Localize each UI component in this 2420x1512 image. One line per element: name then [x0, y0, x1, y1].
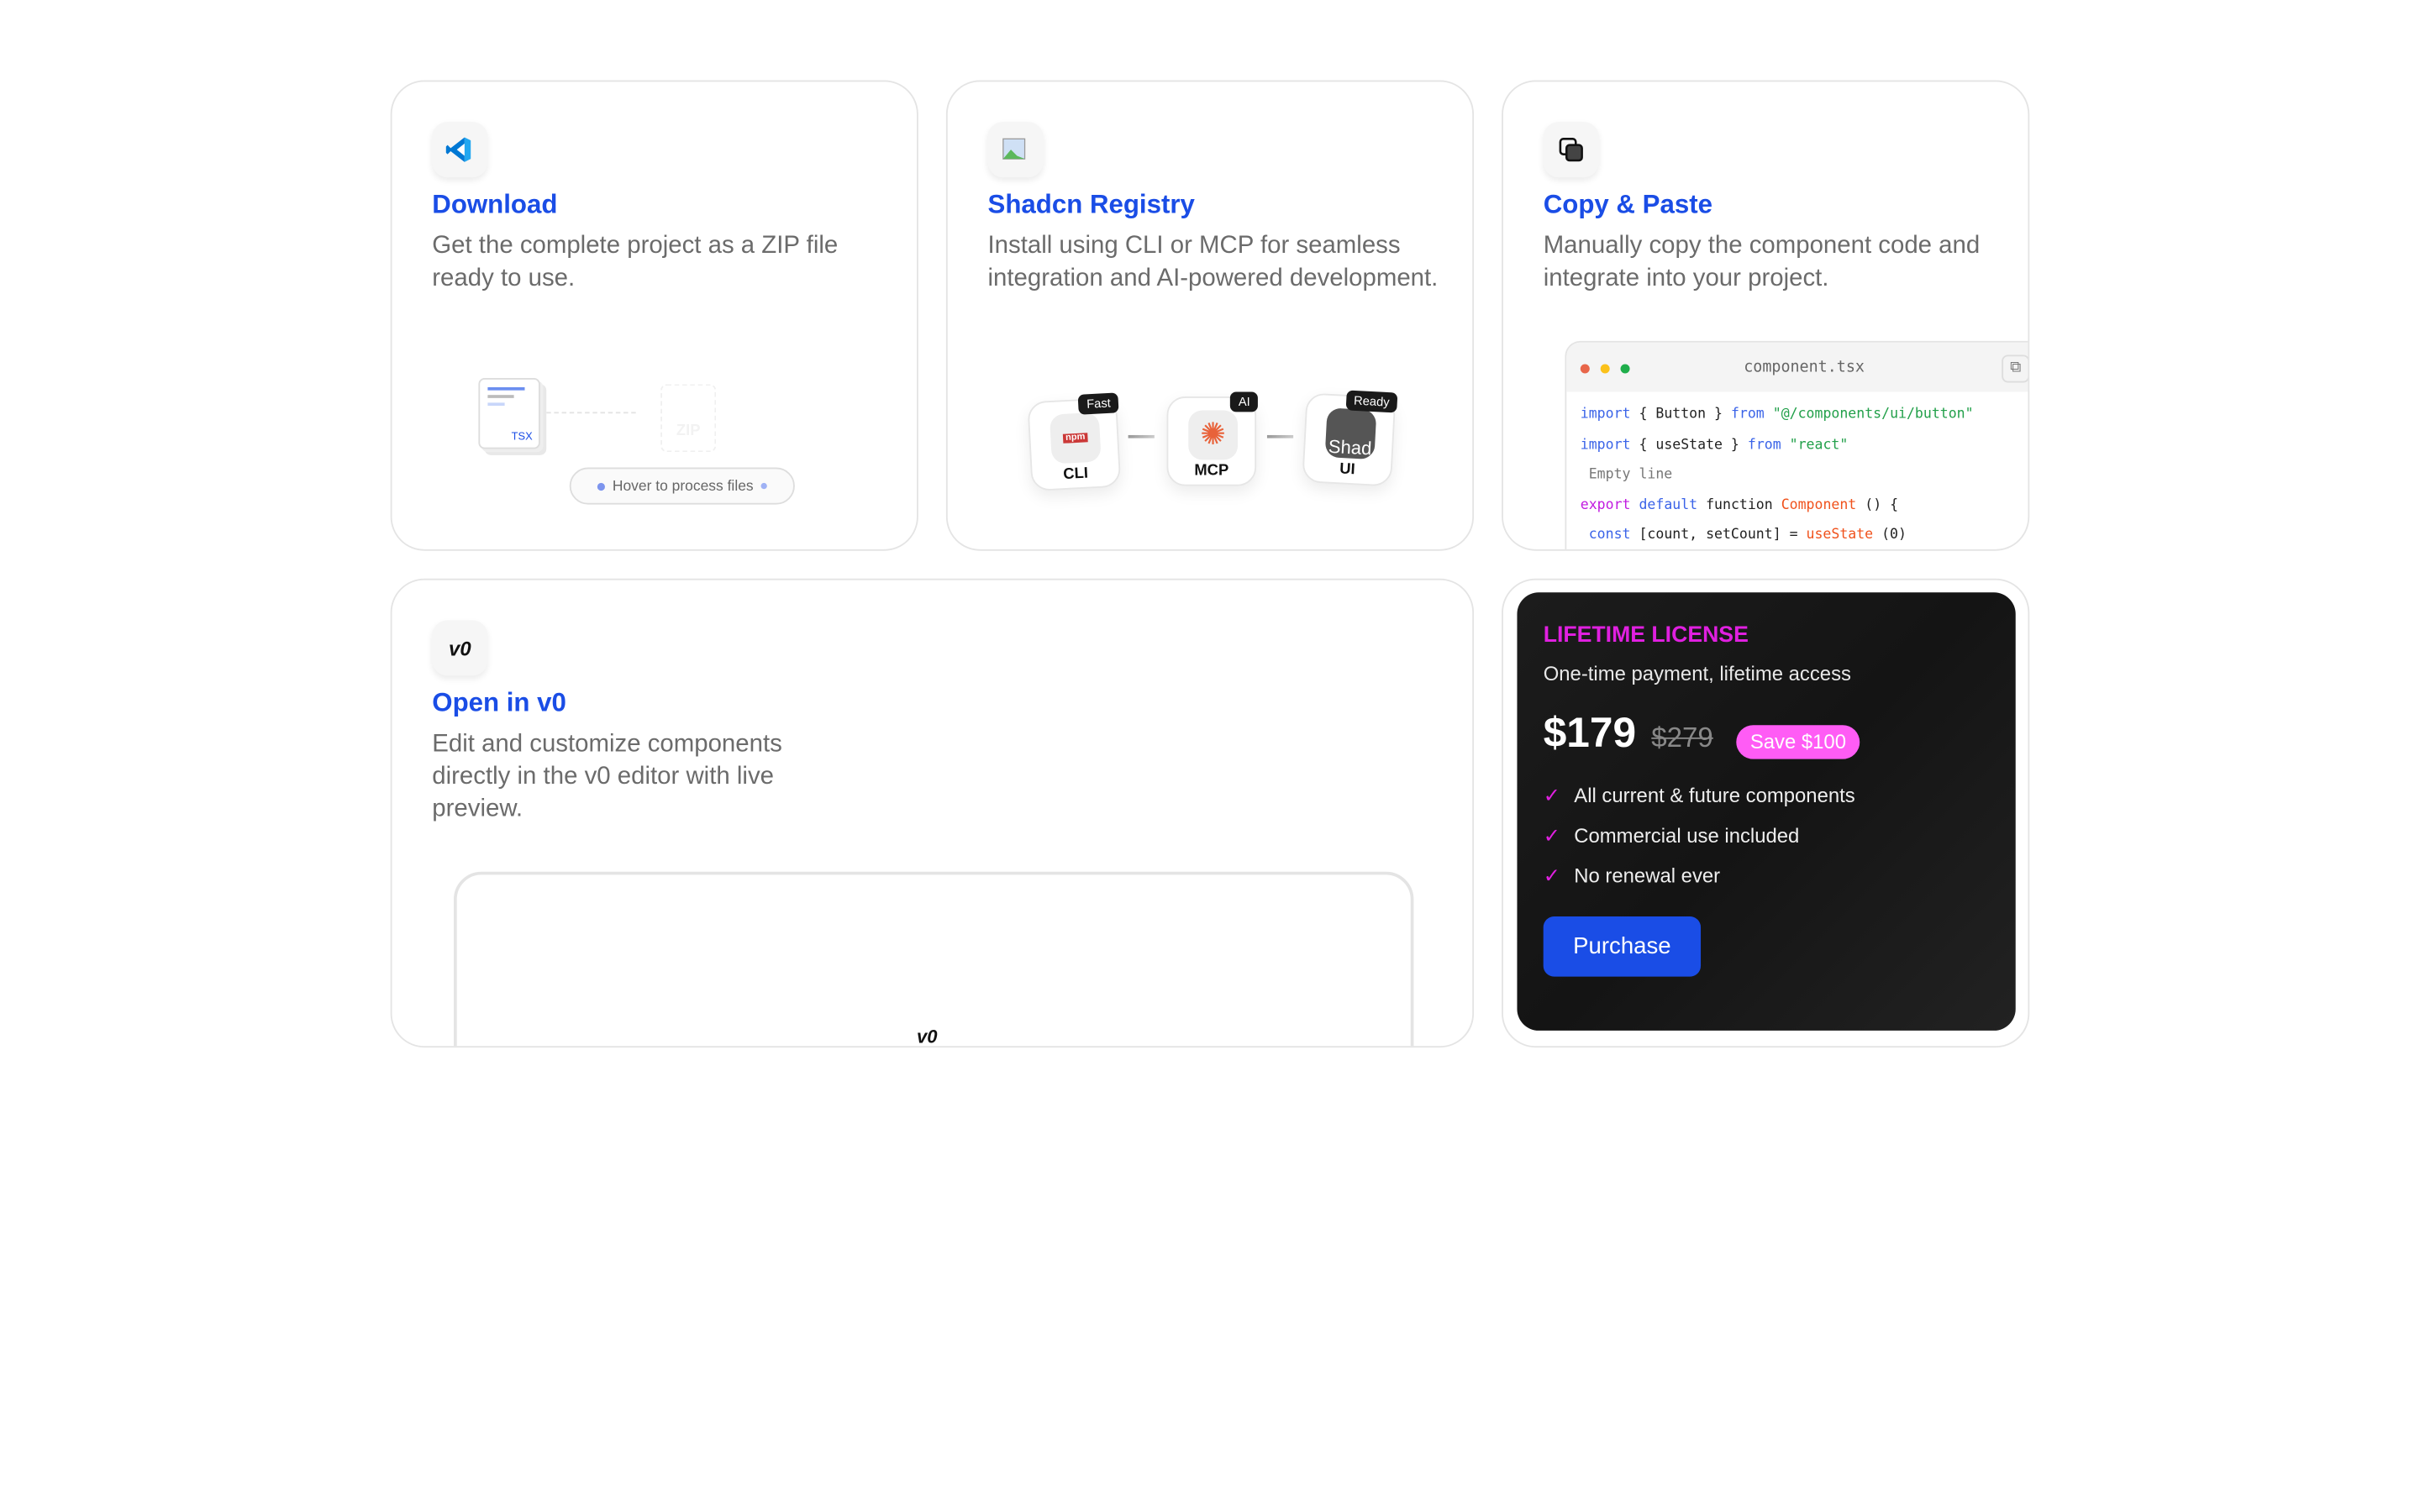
arrow-connector — [546, 412, 636, 414]
step-mcp[interactable]: ✺ MCP AI — [1166, 391, 1258, 486]
code-token: const — [1580, 528, 1631, 544]
shadcn-registry-card[interactable]: Shadcn Registry Install using CLI or MCP… — [945, 80, 1475, 551]
feature-item: ✓ No renewal ever — [1544, 864, 1720, 889]
code-token: import — [1580, 407, 1631, 423]
step-badge: Ready — [1345, 390, 1398, 413]
code-window: component.tsx ⧉ import { Button } from "… — [1565, 340, 2028, 549]
feature-item: ✓ Commercial use included — [1544, 824, 1800, 848]
card-title: Open in v0 — [432, 688, 566, 718]
check-icon: ✓ — [1543, 784, 1560, 807]
card-description: Edit and customize components directly i… — [432, 731, 782, 822]
step-badge: Fast — [1078, 392, 1119, 415]
npm-icon: npm — [1049, 412, 1102, 465]
filename: component.tsx — [1744, 359, 1865, 377]
shadcn-image-icon: Shad — [1324, 407, 1377, 460]
code-token: from — [1747, 437, 1781, 454]
code-line: import { useState } from "react" — [1566, 432, 2028, 462]
v0-logo-icon: v0 — [432, 620, 488, 676]
price: $179 — [1543, 709, 1637, 756]
zip-file-icon: ZIP — [660, 384, 717, 453]
v0-preview-window: v0 — [453, 871, 1414, 1048]
code-line: const [count, setCount] = useState (0) — [1566, 522, 2028, 549]
tsx-file-icon: TSX — [478, 377, 540, 449]
feature-text: All current & future components — [1574, 784, 1855, 807]
vscode-icon — [432, 122, 488, 178]
code-token: default — [1639, 497, 1698, 514]
hint-text: Hover to process files — [612, 477, 754, 495]
card-title: Shadcn Registry — [987, 189, 1195, 219]
code-token: Component — [1781, 497, 1857, 514]
code-token: () { — [1865, 497, 1899, 514]
copy-code-button[interactable]: ⧉ — [2002, 354, 2028, 383]
license-panel: LIFETIME LICENSE One-time payment, lifet… — [1517, 592, 2016, 1031]
code-token: useState — [1806, 528, 1874, 544]
download-card[interactable]: Download Get the complete project as a Z… — [390, 80, 918, 551]
code-token: Empty line — [1580, 467, 1673, 484]
connector — [1266, 434, 1294, 438]
step-label: MCP — [1194, 463, 1229, 480]
card-description: Manually copy the component code and int… — [1543, 233, 1981, 292]
license-card: LIFETIME LICENSE One-time payment, lifet… — [1502, 578, 2030, 1048]
feature-text: No renewal ever — [1574, 864, 1721, 888]
card-description: Install using CLI or MCP for seamless in… — [987, 233, 1439, 292]
old-price: $279 — [1651, 722, 1713, 753]
card-title: Copy & Paste — [1543, 189, 1712, 219]
purchase-button[interactable]: Purchase — [1543, 916, 1702, 977]
file-label: TSX — [511, 432, 533, 444]
code-window-titlebar: component.tsx ⧉ — [1566, 342, 2028, 392]
feature-item: ✓ All current & future components — [1544, 784, 1855, 808]
code-token: "@/components/ui/button" — [1772, 407, 1974, 423]
code-line: export default function Component () { — [1566, 492, 2028, 522]
code-token: (0) — [1881, 528, 1907, 544]
process-files-hint[interactable]: Hover to process files — [569, 467, 795, 505]
code-token: import — [1580, 437, 1631, 454]
card-description: Get the complete project as a ZIP file r… — [432, 233, 839, 292]
code-token: from — [1730, 407, 1765, 423]
step-ui[interactable]: Shad UI Ready — [1302, 390, 1398, 487]
code-token: { useState } — [1639, 437, 1739, 454]
check-icon: ✓ — [1543, 823, 1560, 848]
code-token: export — [1580, 497, 1631, 514]
copy-paste-card[interactable]: Copy & Paste Manually copy the component… — [1502, 80, 2030, 551]
step-badge: AI — [1230, 391, 1258, 412]
code-line: import { Button } from "@/components/ui/… — [1566, 402, 2028, 432]
code-token: function — [1706, 497, 1773, 514]
code-token: [count, setCount] = — [1639, 528, 1798, 544]
code-line: Empty line — [1566, 462, 2028, 492]
code-token: "react" — [1789, 437, 1849, 454]
license-subtitle: One-time payment, lifetime access — [1543, 661, 1851, 685]
sparkle-icon: ✺ — [1188, 410, 1239, 460]
step-cli[interactable]: npm CLI Fast — [1027, 392, 1122, 491]
step-label: CLI — [1062, 465, 1089, 484]
v0-logo-icon: v0 — [916, 1026, 938, 1048]
check-icon: ✓ — [1543, 864, 1560, 888]
card-title: Download — [432, 189, 558, 219]
broken-image-icon — [987, 122, 1044, 178]
feature-text: Commercial use included — [1574, 823, 1800, 848]
open-in-v0-card[interactable]: v0 Open in v0 Edit and customize compone… — [390, 578, 1475, 1048]
license-heading: LIFETIME LICENSE — [1543, 623, 1749, 648]
code-token: { Button } — [1639, 407, 1723, 423]
save-badge: Save $100 — [1736, 725, 1860, 759]
copy-icon — [1543, 122, 1599, 178]
step-label: UI — [1339, 460, 1356, 479]
connector — [1128, 434, 1155, 438]
